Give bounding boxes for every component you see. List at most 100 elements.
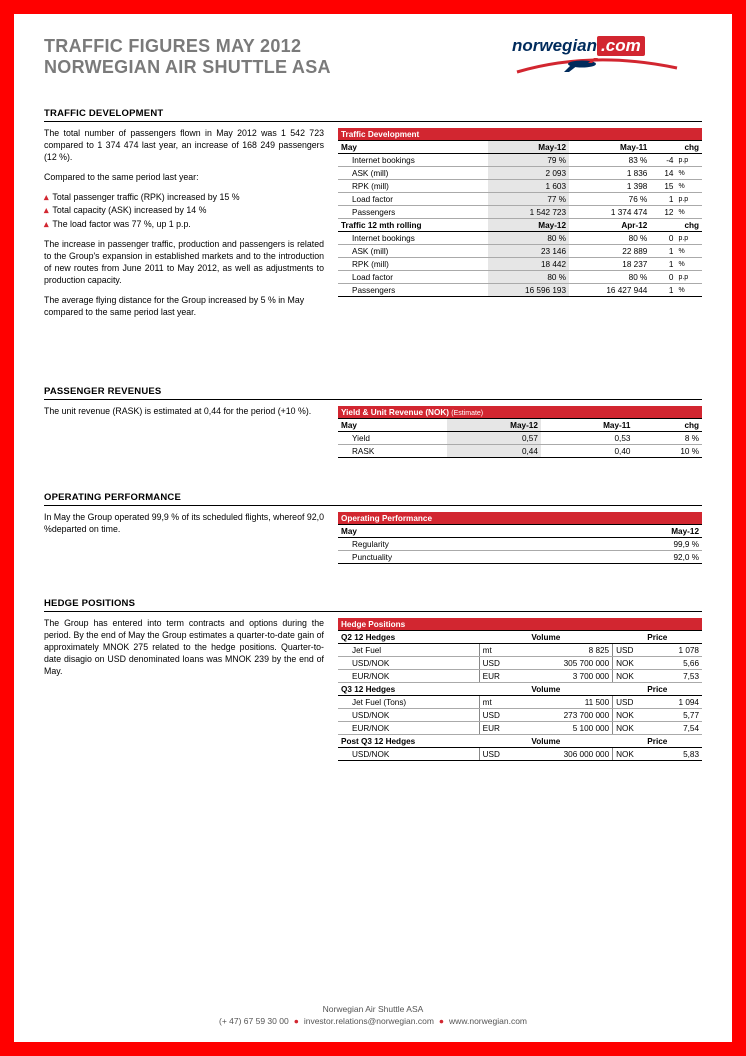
td: Passengers	[338, 206, 488, 219]
title-line-1: TRAFFIC FIGURES MAY 2012	[44, 36, 301, 56]
td: USD	[479, 657, 521, 670]
dot-icon: ●	[289, 1016, 304, 1026]
band-suffix: (Estimate)	[451, 410, 483, 417]
footer-company: Norwegian Air Shuttle ASA	[44, 1004, 702, 1016]
td: 1 374 474	[569, 206, 650, 219]
th: May-11	[541, 419, 634, 432]
td: 0,57	[447, 432, 541, 445]
th: May-11	[569, 141, 650, 154]
td: RPK (mill)	[338, 258, 488, 271]
td: 1 542 723	[488, 206, 569, 219]
td: RPK (mill)	[338, 180, 488, 193]
td: -4	[650, 154, 676, 167]
td: %	[676, 245, 702, 258]
operating-table: Operating Performance May May-12 Regular…	[338, 512, 702, 564]
td: 11 500	[521, 696, 613, 709]
td: EUR	[479, 722, 521, 735]
hedge-p1: The Group has entered into term contract…	[44, 618, 324, 677]
td: 5 100 000	[521, 722, 613, 735]
td: p.p	[676, 271, 702, 284]
hedge-table-wrap: Hedge Positions Q2 12 Hedges Volume Pric…	[338, 618, 702, 761]
th: Price	[613, 683, 702, 696]
bullet-3: ▴The load factor was 77 %, up 1 p.p.	[44, 219, 324, 231]
table-band: Yield & Unit Revenue (NOK) (Estimate)	[338, 406, 702, 419]
hedge-text: The Group has entered into term contract…	[44, 618, 324, 685]
th: Price	[613, 631, 702, 644]
td: %	[676, 258, 702, 271]
th: May-12	[488, 219, 569, 232]
td: 0,44	[447, 445, 541, 458]
td: Load factor	[338, 271, 488, 284]
td: Regularity	[338, 538, 567, 551]
page-frame: TRAFFIC FIGURES MAY 2012 NORWEGIAN AIR S…	[0, 0, 746, 1056]
footer-contact: (+ 47) 67 59 30 00●investor.relations@no…	[44, 1016, 702, 1028]
td: USD	[479, 748, 521, 761]
traffic-p3: The increase in passenger traffic, produ…	[44, 239, 324, 287]
revenues-p1: The unit revenue (RASK) is estimated at …	[44, 406, 324, 418]
td: 1	[650, 284, 676, 297]
td: p.p	[676, 154, 702, 167]
td: USD/NOK	[338, 709, 479, 722]
operating-table-wrap: Operating Performance May May-12 Regular…	[338, 512, 702, 564]
td: 83 %	[569, 154, 650, 167]
td: 80 %	[488, 271, 569, 284]
td: USD	[479, 709, 521, 722]
operating-section: In May the Group operated 99,9 % of its …	[44, 512, 702, 564]
td: p.p	[676, 232, 702, 245]
td: NOK	[613, 709, 656, 722]
traffic-p4: The average flying distance for the Grou…	[44, 295, 324, 319]
td: 15	[650, 180, 676, 193]
td: 1 836	[569, 167, 650, 180]
section-heading-hedge: HEDGE POSITIONS	[44, 598, 702, 612]
norwegian-logo: norwegian.com	[512, 36, 702, 88]
th: Price	[613, 735, 702, 748]
revenues-table: Yield & Unit Revenue (NOK) (Estimate) Ma…	[338, 406, 702, 458]
td: 1	[650, 258, 676, 271]
td: NOK	[613, 722, 656, 735]
th: May-12	[567, 525, 702, 538]
td: 1 078	[655, 644, 702, 657]
th: Volume	[479, 631, 612, 644]
td: USD	[613, 644, 656, 657]
traffic-text: The total number of passengers flown in …	[44, 128, 324, 326]
td: 80 %	[569, 232, 650, 245]
td: NOK	[613, 657, 656, 670]
td: 8 825	[521, 644, 613, 657]
th: chg	[650, 219, 702, 232]
td: USD/NOK	[338, 748, 479, 761]
td: 23 146	[488, 245, 569, 258]
td: EUR	[479, 670, 521, 683]
th: Volume	[479, 735, 612, 748]
td: 99,9 %	[567, 538, 702, 551]
td: Punctuality	[338, 551, 567, 564]
hedge-table: Hedge Positions Q2 12 Hedges Volume Pric…	[338, 618, 702, 761]
bullet-1-text: Total passenger traffic (RPK) increased …	[52, 192, 239, 204]
header: TRAFFIC FIGURES MAY 2012 NORWEGIAN AIR S…	[44, 36, 702, 88]
th: May-12	[488, 141, 569, 154]
td: Load factor	[338, 193, 488, 206]
td: 14	[650, 167, 676, 180]
revenues-text: The unit revenue (RASK) is estimated at …	[44, 406, 324, 426]
td: ASK (mill)	[338, 245, 488, 258]
table-band: Operating Performance	[338, 512, 702, 525]
td: 3 700 000	[521, 670, 613, 683]
section-heading-traffic: TRAFFIC DEVELOPMENT	[44, 108, 702, 122]
hedge-section: The Group has entered into term contract…	[44, 618, 702, 761]
td: 76 %	[569, 193, 650, 206]
td: 80 %	[488, 232, 569, 245]
band-text: Yield & Unit Revenue (NOK)	[341, 408, 449, 417]
th: Q2 12 Hedges	[338, 631, 479, 644]
td: Passengers	[338, 284, 488, 297]
revenues-section: The unit revenue (RASK) is estimated at …	[44, 406, 702, 458]
td: Jet Fuel (Tons)	[338, 696, 479, 709]
td: USD/NOK	[338, 657, 479, 670]
td: 22 889	[569, 245, 650, 258]
td: 5,83	[655, 748, 702, 761]
th: Post Q3 12 Hedges	[338, 735, 479, 748]
td: USD	[613, 696, 656, 709]
section-heading-revenues: PASSENGER REVENUES	[44, 386, 702, 400]
td: 273 700 000	[521, 709, 613, 722]
triangle-icon: ▴	[44, 205, 48, 217]
operating-text: In May the Group operated 99,9 % of its …	[44, 512, 324, 544]
td: 0,40	[541, 445, 634, 458]
